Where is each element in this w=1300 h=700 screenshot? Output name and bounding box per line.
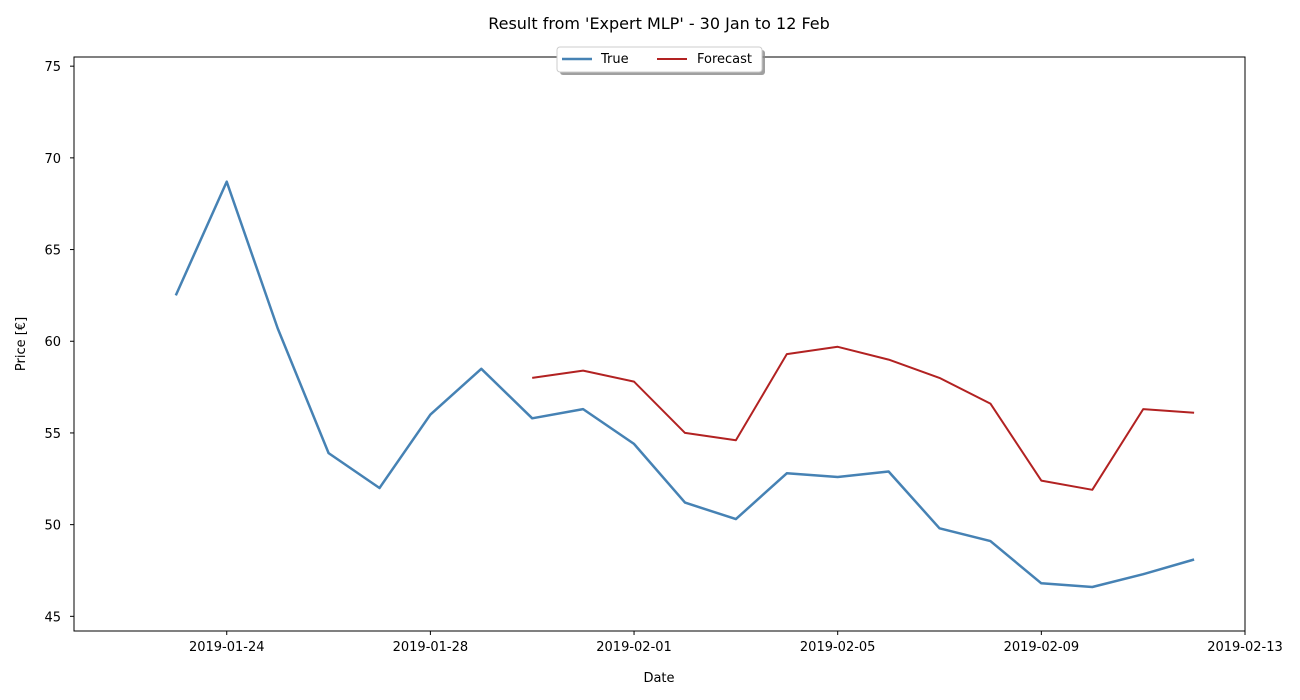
x-tick-label: 2019-02-09: [1004, 640, 1080, 655]
y-tick-label: 70: [44, 152, 61, 167]
y-tick-label: 45: [44, 610, 61, 625]
y-tick-label: 55: [44, 427, 61, 442]
x-axis-label: Date: [643, 671, 674, 686]
x-axis: 2019-01-24 2019-01-28 2019-02-01 2019-02-05…: [189, 631, 1283, 655]
legend-label-true: True: [600, 52, 629, 67]
y-axis-label: Price [€]: [14, 317, 29, 371]
x-tick-label: 2019-02-13: [1207, 640, 1283, 655]
x-tick-label: 2019-02-05: [800, 640, 876, 655]
series-line-forecast: [532, 345, 1195, 491]
x-tick-label: 2019-01-24: [189, 640, 265, 655]
y-tick-label: 75: [44, 60, 61, 75]
axes: 2019-01-24 2019-01-28 2019-02-01 2019-02-05…: [44, 60, 1282, 655]
series-line-true: [174, 180, 1195, 589]
chart-title: Result from 'Expert MLP' - 30 Jan to 12 …: [488, 14, 830, 33]
y-tick-label: 65: [44, 244, 61, 259]
x-tick-label: 2019-02-01: [596, 640, 672, 655]
y-tick-label: 50: [44, 519, 61, 534]
legend: True Forecast: [556, 46, 765, 75]
legend-label-forecast: Forecast: [697, 52, 752, 67]
plot-area: [73, 56, 1246, 632]
x-tick-label: 2019-01-28: [393, 640, 469, 655]
y-axis: 45 50 55 60 65 70 75: [44, 60, 74, 625]
y-tick-label: 60: [44, 335, 61, 350]
series-layer: [174, 180, 1195, 589]
